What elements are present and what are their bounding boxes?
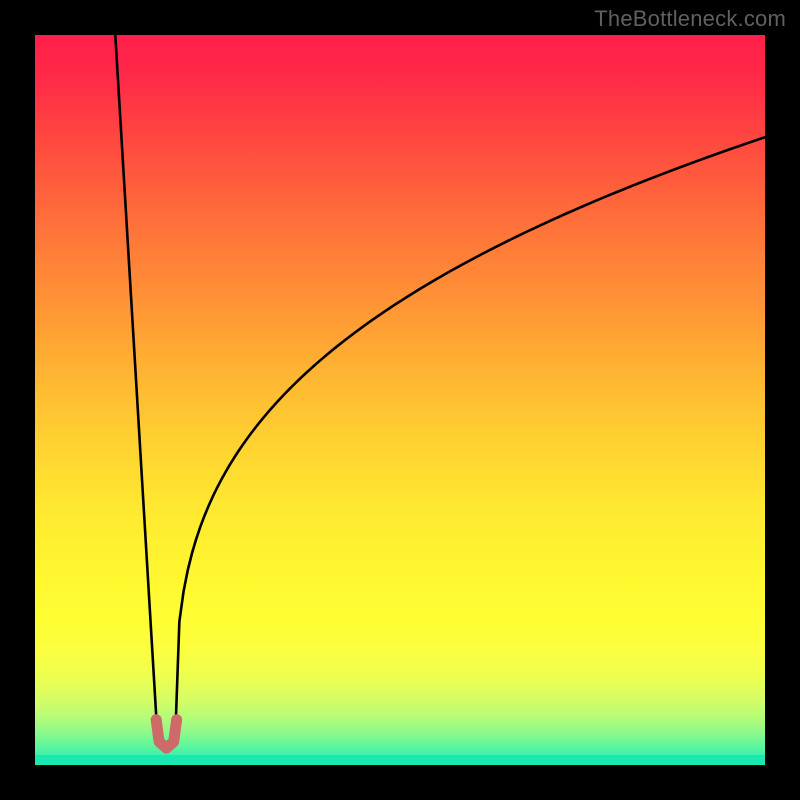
gradient-bottom-strip xyxy=(35,755,765,765)
chart-frame xyxy=(0,0,800,800)
plot-area xyxy=(35,35,765,765)
gradient-background xyxy=(35,35,765,765)
watermark-text: TheBottleneck.com xyxy=(594,6,786,32)
